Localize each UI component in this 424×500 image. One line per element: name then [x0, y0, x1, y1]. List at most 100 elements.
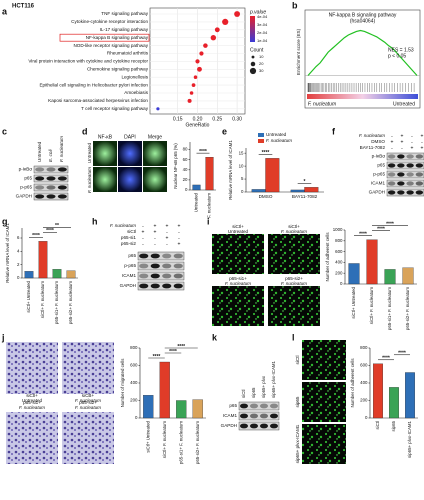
pathway-label: Chemokine signaling pathway	[87, 67, 149, 72]
blot-band	[397, 181, 405, 186]
y-tick-label: 2	[17, 262, 20, 267]
image-label: F. nucleatum	[19, 405, 45, 410]
x-tick-label: siCtl+ Untreated	[26, 280, 31, 312]
y-tick-label: 1000	[333, 227, 343, 232]
blot-band	[162, 263, 172, 269]
micrograph	[302, 424, 346, 464]
blot-band	[250, 423, 258, 429]
blot-row-label: ICAM1	[371, 181, 385, 186]
blot-strip	[238, 421, 280, 431]
group-label: F. nucleatum	[308, 101, 336, 107]
treatment-label: DMSO	[371, 139, 385, 144]
x-tick-label: F. nucleatum	[207, 193, 212, 218]
blot-band	[162, 253, 172, 259]
dot	[193, 75, 198, 79]
dot	[189, 91, 194, 95]
group-label: Untreated	[393, 101, 415, 107]
blot-band	[150, 253, 160, 259]
blot-band	[173, 283, 183, 289]
y-axis-label: Number of adherent cells	[350, 358, 355, 408]
bar	[143, 395, 154, 419]
treatment-sign: +	[166, 223, 169, 229]
treatment-sign: -	[178, 229, 180, 235]
legend-label: 1e-04	[257, 38, 268, 43]
dot	[214, 27, 220, 33]
y-tick-label: 0	[365, 415, 368, 420]
image-label: siCtl	[295, 356, 300, 365]
x-tick-label: p65-si1+ F. nucleatum	[387, 287, 392, 330]
treatment-sign: +	[421, 133, 424, 139]
treatment-sign: -	[411, 139, 413, 145]
y-axis-label: Nuclear NF-κB p65 (%)	[173, 143, 178, 189]
legend-title: Count	[250, 47, 264, 53]
blot-band	[387, 163, 396, 168]
significance: ****	[169, 349, 177, 355]
blot-band	[150, 283, 160, 289]
blot-strip	[137, 271, 185, 281]
image-row-label: Untreated	[87, 142, 92, 163]
blot-band	[57, 194, 67, 199]
blot-band	[397, 154, 405, 159]
blot-band	[139, 263, 149, 269]
image-label: p65-si2+	[285, 276, 303, 281]
y-tick-label: 400	[360, 380, 368, 385]
y-tick-label: 10	[239, 163, 244, 168]
treatment-sign: +	[154, 229, 157, 235]
x-tick-label: Untreated	[194, 192, 199, 212]
bar	[348, 263, 360, 285]
y-axis-label: Relative mRNA level of ICAM1	[228, 140, 233, 200]
panel-letter: c	[2, 126, 7, 136]
y-tick-label: 5	[241, 176, 244, 181]
dot	[156, 107, 160, 111]
treatment-sign: -	[154, 235, 156, 241]
micrograph	[143, 141, 167, 166]
treatment-sign: +	[401, 133, 404, 139]
blot-strip	[238, 401, 280, 411]
blot-strip	[386, 161, 424, 170]
y-tick-label: 0	[340, 281, 343, 286]
pathway-label: Amoebiasis	[124, 90, 148, 95]
bar	[24, 271, 34, 279]
treatment-sign: -	[142, 241, 144, 247]
micrograph	[93, 167, 117, 192]
stat-annotation: p < 0.05	[388, 53, 406, 59]
blot-band	[270, 423, 278, 429]
treatment-label: siCtl	[127, 229, 136, 234]
blot-strip	[386, 179, 424, 188]
blot-band	[270, 403, 278, 409]
pathway-label: NOD-like receptor signaling pathway	[73, 43, 148, 48]
y-axis-label: Number of adherent cells	[325, 232, 330, 282]
x-tick-label: sip65	[391, 420, 396, 431]
micrograph	[212, 234, 264, 274]
blot-row-label: p65	[24, 176, 32, 181]
plot-frame	[304, 9, 421, 109]
blot-strip	[386, 152, 424, 161]
image-label: F. nucleatum	[75, 398, 101, 403]
cell-line: HCT116	[12, 4, 35, 10]
micrograph	[62, 342, 114, 394]
blot-row-label: p-p65	[373, 172, 385, 177]
treatment-sign: -	[411, 133, 413, 139]
y-axis-label: Relative mRNA level of ICAM1	[5, 223, 10, 283]
blot-band	[162, 273, 172, 279]
blot-band	[387, 172, 396, 177]
blot-band	[397, 172, 405, 177]
micrograph	[143, 167, 167, 192]
micrograph	[118, 167, 142, 192]
blot-band	[397, 190, 405, 195]
x-tick-label: siCtl+ Untreated	[145, 420, 150, 452]
blot-strip	[386, 170, 424, 179]
blot-band	[387, 190, 396, 195]
x-tick-label: p65-si1+ F. nucleatum	[178, 421, 183, 464]
blot-strip	[137, 251, 185, 261]
dot	[195, 59, 200, 64]
y-axis-label: Enrichment score (ES)	[296, 28, 301, 75]
legend-label: Untreated	[266, 132, 287, 137]
x-tick-label: p65-si2+ F. nucleatum	[195, 421, 200, 464]
treatment-sign: +	[391, 139, 394, 145]
lane-label: sip65+ plvx-ICAM1	[271, 360, 276, 398]
bar	[265, 158, 280, 193]
treatment-label: F. nucleatum	[110, 223, 136, 228]
blot-band	[35, 167, 45, 172]
blot-row-label: p-IκBα	[19, 167, 33, 172]
